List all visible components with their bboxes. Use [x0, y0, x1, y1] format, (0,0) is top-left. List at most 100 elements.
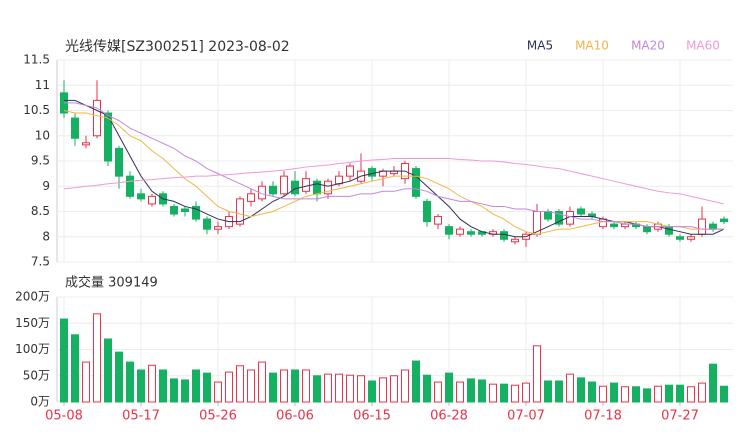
- volume-bar: [698, 382, 706, 403]
- candle-body: [115, 147, 123, 177]
- volume-bar: [412, 360, 420, 403]
- candle-body: [544, 211, 552, 220]
- x-tick-label: 06-28: [430, 409, 468, 424]
- y-tick-label: 7.5: [31, 255, 50, 269]
- volume-bar: [302, 369, 310, 403]
- y-tick-label: 10: [35, 128, 50, 142]
- chart-title: 光线传媒[SZ300251] 2023-08-02: [65, 39, 290, 55]
- candle-body: [203, 218, 211, 230]
- candle-body: [698, 218, 706, 235]
- volume-bar: [632, 386, 640, 403]
- candle-body: [313, 180, 321, 195]
- volume-bar: [236, 365, 244, 403]
- volume-bar: [390, 375, 398, 403]
- y-tick-label: 100万: [15, 342, 50, 356]
- volume-bar: [478, 379, 486, 403]
- x-tick-label: 06-06: [276, 409, 314, 424]
- candle-body: [412, 168, 420, 197]
- volume-bar: [104, 338, 112, 403]
- candle-body: [676, 236, 684, 240]
- volume-bar: [709, 363, 717, 403]
- y-tick-label: 9: [42, 179, 50, 193]
- x-tick-label: 07-18: [584, 409, 622, 424]
- volume-bar: [357, 375, 365, 403]
- volume-bar: [643, 388, 651, 403]
- candle-body: [500, 231, 508, 240]
- volume-bar: [610, 382, 618, 403]
- volume-bar: [258, 361, 266, 403]
- y-tick-label: 8.5: [31, 204, 50, 218]
- candle-body: [467, 231, 475, 235]
- volume-bar: [665, 384, 673, 403]
- y-tick-label: 8: [42, 229, 50, 243]
- volume-bar: [588, 381, 596, 403]
- x-tick-label: 05-08: [45, 409, 83, 424]
- x-tick-label: 06-15: [353, 409, 391, 424]
- candle-body: [93, 99, 101, 137]
- x-tick-label: 07-07: [507, 409, 545, 424]
- volume-bar: [511, 384, 519, 403]
- candle-body: [104, 112, 112, 162]
- candle-body: [555, 211, 563, 225]
- volume-bar: [324, 373, 332, 403]
- candle-body: [181, 208, 189, 213]
- ma-line: [63, 157, 725, 205]
- volume-bar: [368, 380, 376, 403]
- candle-body: [126, 175, 134, 197]
- volume-bar: [566, 373, 574, 403]
- candle-body: [214, 226, 222, 230]
- volume-bar: [159, 369, 167, 403]
- candle-body: [665, 226, 673, 235]
- volume-bar: [269, 372, 277, 403]
- volume-bar: [346, 374, 354, 403]
- candle-body: [511, 238, 519, 243]
- y-tick-label: 150万: [15, 316, 50, 330]
- y-tick-label: 9.5: [31, 154, 50, 168]
- volume-bar: [225, 371, 233, 403]
- legend-label: MA10: [575, 39, 609, 53]
- candle-body: [148, 195, 156, 205]
- x-tick-label: 07-27: [661, 409, 699, 424]
- candle-body: [302, 178, 310, 192]
- legend-label: MA60: [686, 39, 720, 53]
- volume-bar: [203, 372, 211, 403]
- volume-bar: [621, 386, 629, 403]
- candle-body: [709, 223, 717, 230]
- candle-body: [137, 193, 145, 200]
- candle-body: [236, 198, 244, 225]
- candle-body: [434, 216, 442, 225]
- volume-bar: [654, 385, 662, 403]
- volume-bar: [555, 380, 563, 403]
- volume-bar: [379, 377, 387, 403]
- volume-bar: [148, 364, 156, 403]
- volume-bar: [214, 381, 222, 403]
- candle-body: [610, 223, 618, 228]
- volume-bar: [192, 369, 200, 403]
- y-tick-label: 11: [35, 78, 50, 92]
- volume-bar: [423, 374, 431, 403]
- candle-body: [71, 117, 79, 139]
- volume-bar: [599, 385, 607, 403]
- volume-bar: [115, 351, 123, 403]
- candle-body: [687, 236, 695, 240]
- candle-body: [599, 218, 607, 228]
- y-tick-label: 200万: [15, 290, 50, 304]
- candle-body: [170, 205, 178, 215]
- candle-body: [445, 226, 453, 235]
- volume-bar: [676, 384, 684, 403]
- candle-body: [577, 208, 585, 215]
- candle-body: [423, 200, 431, 223]
- candle-body: [720, 218, 728, 223]
- candle-body: [247, 193, 255, 202]
- candle-body: [456, 228, 464, 235]
- candle-body: [324, 180, 332, 195]
- candle-body: [82, 142, 90, 146]
- volume-bar: [434, 381, 442, 403]
- volume-bar: [313, 375, 321, 403]
- candle-body: [335, 175, 343, 185]
- candle-body: [280, 175, 288, 195]
- volume-bar: [170, 378, 178, 403]
- volume-bar: [401, 369, 409, 403]
- volume-bar: [291, 369, 299, 403]
